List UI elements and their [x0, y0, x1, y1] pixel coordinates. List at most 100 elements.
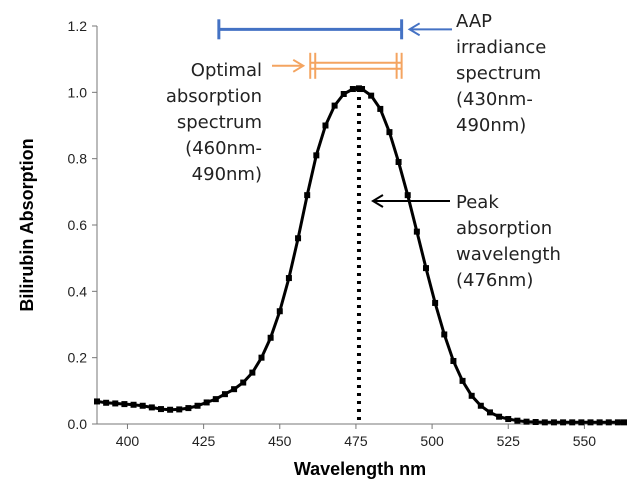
irradiance-label-line: spectrum: [456, 63, 541, 84]
x-tick-label: 550: [573, 433, 597, 449]
optimal-label-line: Optimal: [191, 60, 262, 81]
y-axis-title: Bilirubin Absorption: [17, 138, 37, 311]
optimal-label: Optimal absorption spectrum (460nm- 490nm): [166, 60, 262, 185]
x-tick-label: 400: [116, 433, 140, 449]
data-point: [103, 399, 110, 406]
data-point: [359, 86, 366, 93]
x-tick-label: 500: [420, 433, 444, 449]
peak-label: Peak absorption wavelength (476nm): [456, 192, 561, 291]
data-point: [355, 85, 362, 92]
data-point: [432, 299, 439, 306]
data-point: [605, 419, 612, 426]
x-ticks: 400 425 450 475 500 525 550: [116, 424, 597, 449]
data-point: [368, 92, 375, 99]
data-point: [477, 402, 484, 409]
data-point: [203, 399, 210, 406]
data-point: [130, 401, 137, 408]
data-point: [404, 192, 411, 199]
data-point: [422, 265, 429, 272]
data-point: [167, 406, 174, 413]
data-point: [112, 400, 119, 407]
data-point: [121, 401, 128, 408]
data-point: [176, 406, 183, 413]
data-point: [212, 396, 219, 403]
data-point: [514, 417, 521, 424]
y-tick-label: 0.0: [68, 416, 88, 432]
annotations: AAP irradiance spectrum (430nm-490nm)Optima…: [166, 11, 561, 291]
peak-label-line: Peak: [456, 192, 499, 213]
data-point: [413, 228, 420, 235]
x-tick-label: 425: [192, 433, 216, 449]
data-point: [148, 404, 155, 411]
data-point: [532, 419, 539, 426]
data-point: [496, 413, 503, 420]
data-point: [550, 419, 557, 426]
data-point: [221, 391, 228, 398]
y-tick-label: 0.4: [68, 283, 88, 299]
series-markers: [94, 85, 627, 426]
irradiance-label-line: 490nm): [456, 115, 526, 136]
x-tick-label: 475: [344, 433, 368, 449]
data-point: [541, 419, 548, 426]
data-point: [560, 419, 567, 426]
data-point: [587, 419, 594, 426]
data-point: [94, 398, 100, 405]
y-tick-label: 0.2: [68, 350, 88, 366]
optimal-label-line: absorption: [166, 86, 262, 107]
data-point: [395, 158, 402, 165]
data-point: [505, 416, 512, 423]
data-point: [386, 129, 393, 136]
data-point: [523, 418, 530, 425]
data-point: [459, 377, 466, 384]
data-point: [249, 369, 256, 376]
peak-label-line: absorption: [456, 218, 552, 239]
data-point: [331, 102, 338, 109]
x-tick-label: 450: [268, 433, 292, 449]
irradiance-label: AAP irradiance spectrum (430nm- 490nm): [456, 11, 546, 136]
y-tick-label: 1.0: [68, 84, 88, 100]
data-point: [468, 392, 475, 399]
optimal-label-line: spectrum: [177, 112, 262, 133]
data-point: [313, 152, 320, 159]
data-point: [139, 402, 146, 409]
data-point: [322, 122, 329, 129]
optimal-arrow-head: [292, 58, 306, 73]
data-point: [441, 331, 448, 338]
data-point: [240, 379, 247, 386]
data-point: [285, 275, 292, 282]
peak-arrow-head: [371, 194, 384, 208]
x-tick-label: 525: [497, 433, 521, 449]
data-point: [377, 105, 384, 112]
optimal-label-line: (460nm-: [185, 138, 262, 159]
y-tick-label: 0.6: [68, 217, 88, 233]
data-point: [157, 406, 164, 413]
data-point: [450, 357, 457, 364]
irradiance-label-line: AAP: [456, 11, 492, 32]
y-tick-label: 1.2: [68, 18, 88, 34]
peak-label-line: (476nm): [456, 270, 533, 291]
plot-area: 0.0 0.2 0.4 0.6 0.8 1.0 1.2 400 425 450 475 500 525…: [68, 11, 627, 449]
data-point: [486, 409, 493, 416]
irradiance-label-line: irradiance: [456, 37, 546, 58]
x-axis-title: Wavelength nm: [294, 459, 426, 479]
irradiance-arrow-head: [407, 22, 421, 37]
data-point: [578, 419, 585, 426]
peak-label-line: wavelength: [456, 244, 561, 265]
data-point: [267, 334, 274, 341]
wavelength-ranges: [217, 19, 404, 79]
data-point: [295, 235, 302, 242]
data-point: [276, 308, 283, 315]
data-point: [194, 402, 201, 409]
data-point: [340, 90, 347, 97]
y-ticks: 0.0 0.2 0.4 0.6 0.8 1.0 1.2: [68, 18, 97, 432]
data-point: [614, 419, 621, 426]
irradiance-label-line: (430nm-: [456, 89, 533, 110]
data-point: [185, 405, 192, 412]
data-point: [231, 386, 238, 393]
data-point: [304, 192, 311, 199]
data-point: [258, 354, 265, 361]
data-point: [569, 419, 576, 426]
optimal-label-line: 490nm): [192, 164, 262, 185]
data-point: [621, 419, 627, 426]
